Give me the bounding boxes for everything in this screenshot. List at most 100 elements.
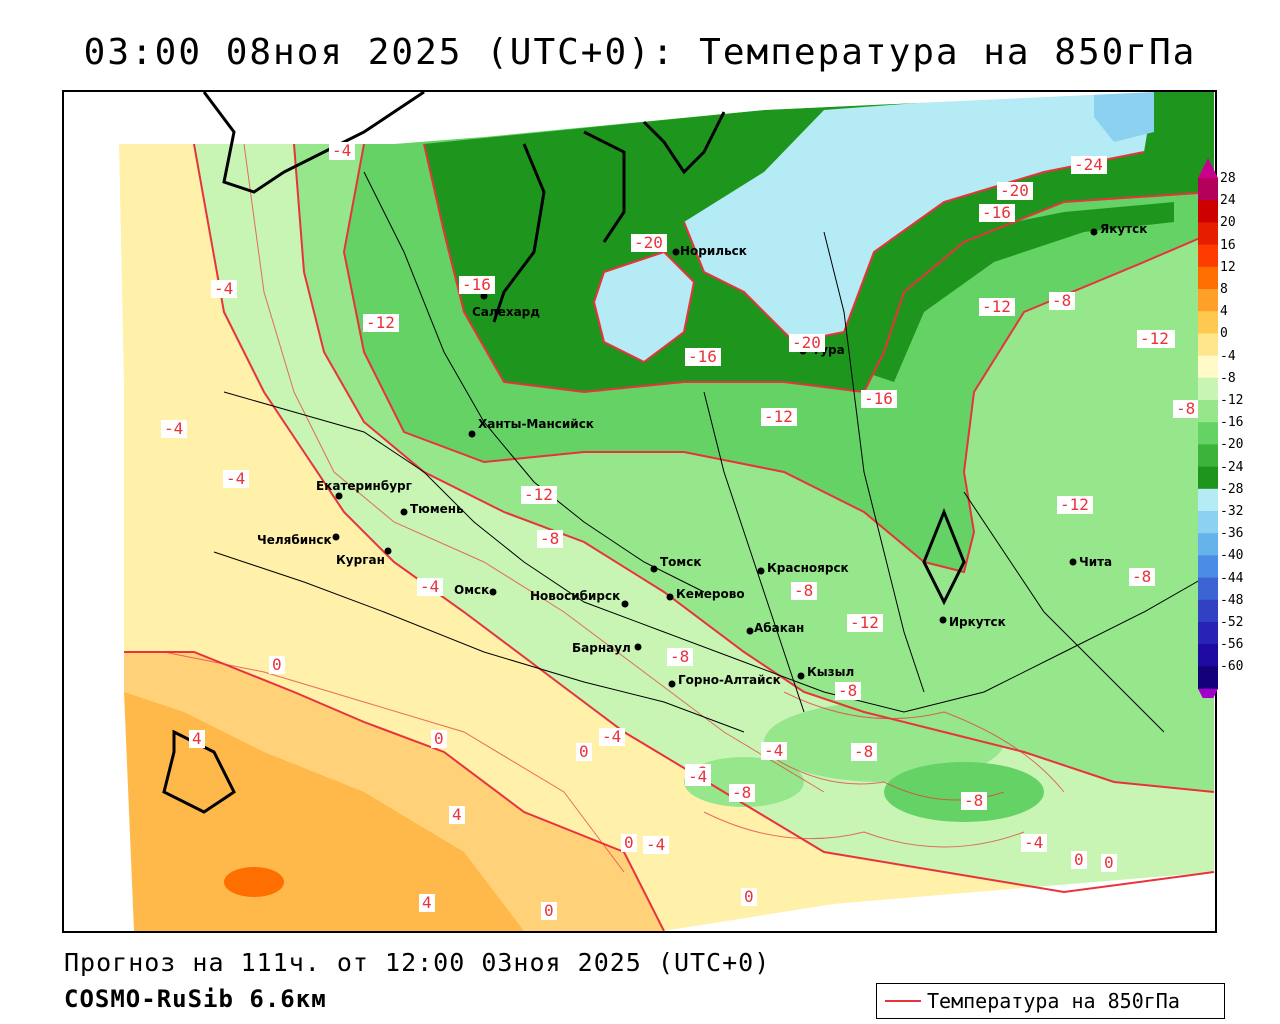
isoline-label-text: 0 (1074, 850, 1084, 869)
city-gorno-altaysk[interactable]: Горно-Алтайск (668, 673, 781, 688)
isoline-label: -4 (1021, 833, 1047, 852)
city-omsk[interactable]: Омск (454, 583, 497, 597)
svg-text:Чита: Чита (1079, 555, 1112, 569)
colorbar-arrow-bottom (1198, 688, 1218, 698)
isoline-label-text: -8 (854, 742, 873, 761)
isoline-label-text: -16 (864, 389, 893, 408)
colorbar-swatch (1198, 377, 1218, 401)
isoline-label: 0 (541, 901, 557, 920)
svg-text:Омск: Омск (454, 583, 489, 597)
isoline-label: -12 (363, 313, 399, 332)
colorbar-tick-label: -20 (1220, 437, 1244, 453)
city-kurgan[interactable]: Курган (336, 547, 392, 568)
svg-text:Тюмень: Тюмень (410, 502, 464, 516)
city-yakutsk[interactable]: Якутск (1090, 222, 1148, 236)
city-barnaul[interactable]: Барнаул (572, 641, 642, 655)
isoline-label: -12 (521, 485, 557, 504)
colorbar-swatch (1198, 266, 1218, 290)
isoline-label-text: -20 (1000, 181, 1029, 200)
colorbar-tick-label: 0 (1220, 326, 1228, 342)
svg-text:Томск: Томск (660, 555, 702, 569)
isoline-label-text: -8 (964, 791, 983, 810)
isoline-label-text: 4 (452, 805, 462, 824)
admin-borders (213, 171, 1215, 733)
svg-text:Челябинск: Челябинск (257, 533, 332, 547)
city-chelyabinsk[interactable]: Челябинск (257, 533, 340, 547)
svg-text:Барнаул: Барнаул (572, 641, 631, 655)
isoline-label: -8 (667, 647, 693, 666)
isoline-label: 0 (1101, 853, 1117, 872)
isoline-label-text: 0 (1104, 853, 1114, 872)
city-irkutsk[interactable]: Иркутск (939, 615, 1006, 629)
city-salekhard[interactable]: Салехард (472, 292, 540, 320)
isoline-label-text: -4 (646, 835, 665, 854)
isoline-label-text: -4 (214, 279, 233, 298)
field-warm-spot (224, 867, 284, 897)
isoline-label-text: -8 (1052, 291, 1071, 310)
colorbar-swatch (1198, 511, 1218, 534)
isoline-label: -4 (223, 469, 249, 488)
forecast-map[interactable]: Салехард Норильск Тура Якутск Ханты-Манс… (62, 90, 1217, 933)
isoline-label-text: -4 (764, 741, 783, 760)
isoline-label: 0 (576, 742, 592, 761)
isoline-label-text: -4 (420, 577, 439, 596)
isoline-label: 0 (431, 729, 447, 748)
isoline-label-text: 0 (624, 833, 634, 852)
city-kyzyl[interactable]: Кызыл (797, 665, 855, 680)
isoline-label-text: -4 (602, 727, 621, 746)
isoline-label: -12 (761, 407, 797, 426)
isoline-label-text: 0 (272, 655, 282, 674)
colorbar-swatch (1198, 422, 1218, 445)
svg-text:Горно-Алтайск: Горно-Алтайск (678, 673, 781, 687)
isoline-label-text: -8 (732, 783, 751, 802)
city-krasnoyarsk[interactable]: Красноярск (757, 561, 849, 575)
colorbar-swatch (1198, 400, 1218, 423)
isoline-label-text: 0 (744, 887, 754, 906)
isoline-label: -8 (537, 529, 563, 548)
colorbar-tick-label: -12 (1220, 393, 1244, 408)
legend-line-swatch (885, 1000, 921, 1002)
model-name: COSMO-RuSib 6.6км (64, 985, 327, 1013)
colorbar-swatch (1198, 533, 1218, 556)
colorbar-swatch (1198, 200, 1218, 223)
isoline-label: -16 (459, 275, 495, 294)
city-kemerovo[interactable]: Кемерово (666, 587, 745, 601)
isoline-labels: -4 -16 -20 -20 -16 -24 -12 -20 -16 -12 -4 -12 -8 -12 -… (161, 141, 1199, 920)
isoline-label: -4 (211, 279, 237, 298)
isoline-label-text: -12 (1060, 495, 1089, 514)
city-tyumen[interactable]: Тюмень (400, 502, 465, 516)
isoline-label-text: -20 (634, 233, 663, 252)
city-chita[interactable]: Чита (1069, 555, 1113, 569)
city-abakan[interactable]: Абакан (746, 621, 805, 635)
svg-text:Абакан: Абакан (754, 621, 804, 635)
colorbar-tick-label: -48 (1220, 592, 1244, 608)
legend: Температура на 850гПа (876, 983, 1225, 1019)
city-tomsk[interactable]: Томск (650, 555, 702, 573)
colorbar-tick-label: -56 (1220, 637, 1244, 653)
isoline-label: -4 (329, 141, 355, 160)
isoline-label: -16 (979, 203, 1015, 222)
colorbar-swatch (1198, 289, 1218, 312)
isoline-label-text: -8 (1132, 567, 1151, 586)
isoline-label: 4 (189, 729, 205, 748)
city-novosibirsk[interactable]: Новосибирск (530, 589, 629, 608)
city-khanty-mansiysk[interactable]: Ханты-Мансийск (468, 417, 594, 438)
colorbar-swatch (1198, 577, 1218, 601)
city-norilsk[interactable]: Норильск (672, 244, 747, 258)
isoline-label: -8 (791, 581, 817, 600)
svg-text:Якутск: Якутск (1100, 222, 1147, 236)
colorbar-tick-label: 16 (1220, 237, 1236, 253)
isoline-label: -4 (685, 767, 711, 786)
isoline-label: -4 (417, 577, 443, 596)
field-mountain-1 (764, 702, 1004, 782)
isoline-label-text: -16 (462, 275, 491, 294)
isoline-label: -8 (961, 791, 987, 810)
isoline-label-text: 0 (544, 901, 554, 920)
isoline-label-text: 0 (579, 742, 589, 761)
isoline-label: -8 (1173, 399, 1199, 418)
field-minus16-east (864, 202, 1174, 382)
coastline (162, 92, 966, 814)
isoline-label: 0 (621, 833, 637, 852)
svg-text:Новосибирск: Новосибирск (530, 589, 620, 603)
city-ekaterinburg[interactable]: Екатеринбург (316, 479, 412, 500)
